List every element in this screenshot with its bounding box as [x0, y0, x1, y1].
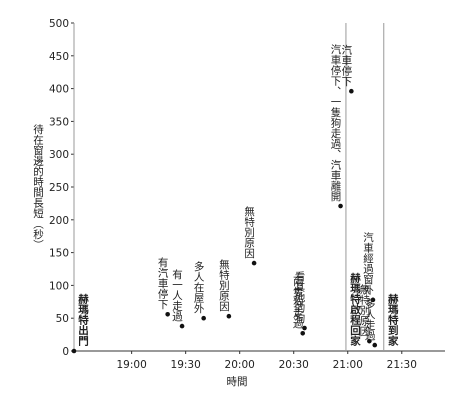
point [226, 313, 232, 319]
point [349, 88, 354, 94]
marker-label: 赫瑪特啟程回家 [349, 272, 361, 347]
marker-label: 赫瑪特出門 [77, 293, 89, 347]
y-tick-label: 400 [49, 84, 69, 96]
point [179, 323, 185, 329]
y-tick-label: 150 [49, 248, 69, 260]
point [165, 311, 170, 317]
point [367, 338, 372, 344]
point [370, 297, 376, 303]
point-label: 兩隻狗走過 [292, 276, 304, 329]
point-label: 多人走過 [364, 297, 376, 341]
y-tick-label: 0 [62, 346, 69, 358]
point-label: 有一人走過 [171, 268, 183, 322]
point [201, 315, 206, 321]
point-label: 汽車經過窗外 [362, 231, 374, 296]
y-tick-label: 500 [49, 18, 69, 30]
point [71, 348, 77, 354]
point [338, 203, 343, 209]
x-tick-label: 20:00 [225, 359, 255, 371]
point-label: 有汽車停下 [157, 256, 169, 310]
point-label: 無特別原因 [243, 205, 255, 259]
y-tick-label: 350 [49, 116, 69, 128]
y-tick-label: 450 [49, 51, 69, 63]
point-label: 汽車停下 [340, 43, 352, 87]
y-tick-label: 250 [49, 182, 69, 194]
point-label: 無特別原因 [358, 283, 370, 337]
y-tick-label: 100 [49, 280, 69, 292]
y-tick-label: 200 [49, 215, 69, 227]
point [251, 260, 257, 266]
point [372, 342, 378, 348]
point-label: 看其他的狗 [294, 270, 306, 324]
x-tick-label: 20:30 [279, 359, 309, 371]
y-tick-label: 300 [49, 149, 69, 161]
point-label: 多人在屋外 [193, 260, 205, 314]
marker-label: 赫瑪特到家 [387, 293, 399, 347]
x-tick-label: 19:30 [171, 359, 201, 371]
point-label: 汽車停下、一隻狗走過、汽車離開 [330, 43, 342, 202]
x-tick-label: 21:00 [333, 359, 363, 371]
y-tick-label: 50 [56, 313, 69, 325]
point-label: 無特別原因 [218, 258, 230, 312]
point [300, 330, 306, 336]
x-tick-label: 21:30 [387, 359, 417, 371]
x-tick-label: 19:00 [116, 359, 146, 371]
y-axis-label: 待在窗邊的時間長短（秒） [32, 123, 44, 250]
x-axis-label: 時間 [227, 376, 248, 388]
point [302, 325, 307, 331]
